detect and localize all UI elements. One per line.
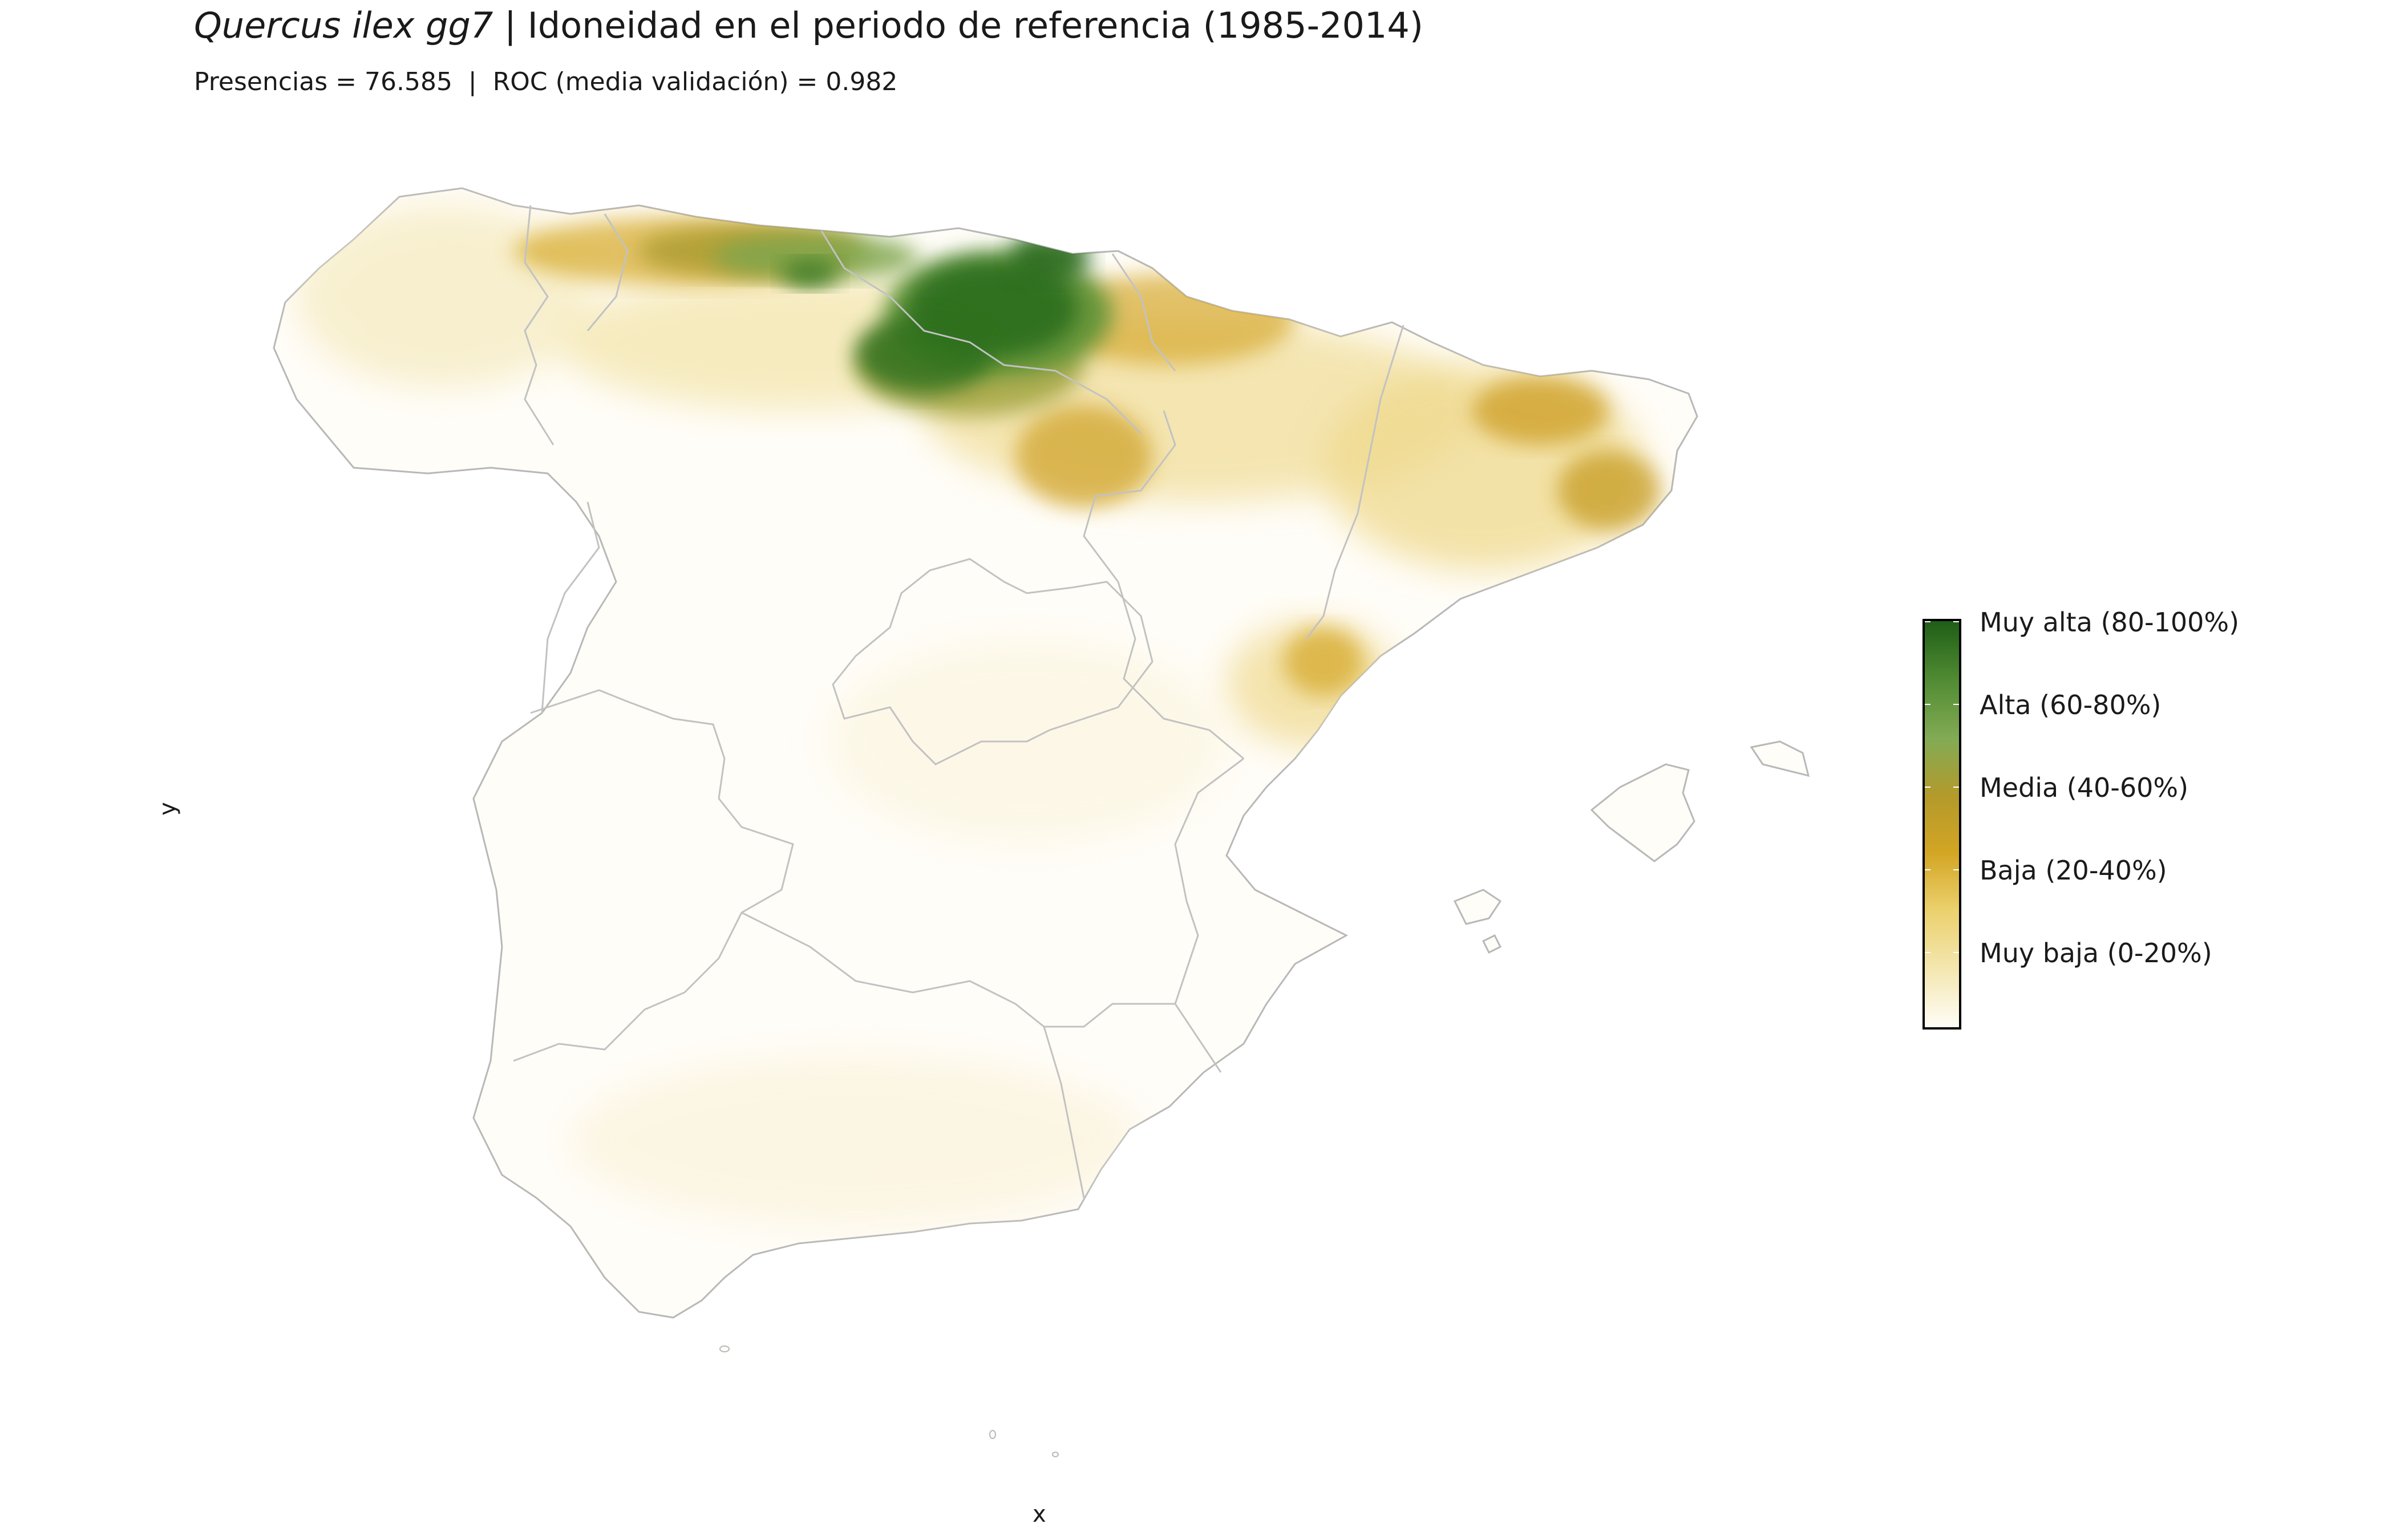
- formentera: [1482, 934, 1502, 954]
- legend-label-baja: Baja (20-40%): [1980, 855, 2167, 886]
- legend-tick: [1925, 787, 1930, 788]
- title-separator: |: [493, 5, 528, 46]
- menorca: [1750, 740, 1810, 777]
- x-axis-label: x: [1033, 1501, 1046, 1527]
- mallorca: [1590, 763, 1695, 862]
- title-species: Quercus ilex gg7: [194, 5, 493, 46]
- legend-tick: [1953, 621, 1959, 622]
- y-axis-label: y: [154, 802, 181, 816]
- legend-tick: [1953, 869, 1959, 870]
- chart-subtitle: Presencias = 76.585 | ROC (media validac…: [194, 67, 898, 96]
- islets: [719, 1346, 1059, 1457]
- legend-tick: [1953, 787, 1959, 788]
- legend-label-muy-alta: Muy alta (80-100%): [1980, 607, 2240, 638]
- chart-title: Quercus ilex gg7 | Idoneidad en el perio…: [194, 5, 1423, 46]
- title-text: Idoneidad en el periodo de referencia (1…: [527, 5, 1423, 46]
- region-boundaries: [513, 205, 1405, 1198]
- legend-label-alta: Alta (60-80%): [1980, 690, 2162, 720]
- legend-tick: [1953, 704, 1959, 705]
- legend-colorbar: [1923, 619, 1961, 1030]
- legend-tick: [1925, 704, 1930, 705]
- legend-label-media: Media (40-60%): [1980, 772, 2189, 803]
- suitability-raster: [297, 205, 1660, 1226]
- balearic-islands: [1453, 740, 1810, 954]
- legend-label-muy-baja: Muy baja (0-20%): [1980, 938, 2212, 968]
- ibiza: [1453, 889, 1502, 925]
- legend-tick: [1925, 952, 1930, 953]
- legend-tick: [1953, 952, 1959, 953]
- legend-tick: [1925, 869, 1930, 870]
- legend-tick: [1925, 621, 1930, 622]
